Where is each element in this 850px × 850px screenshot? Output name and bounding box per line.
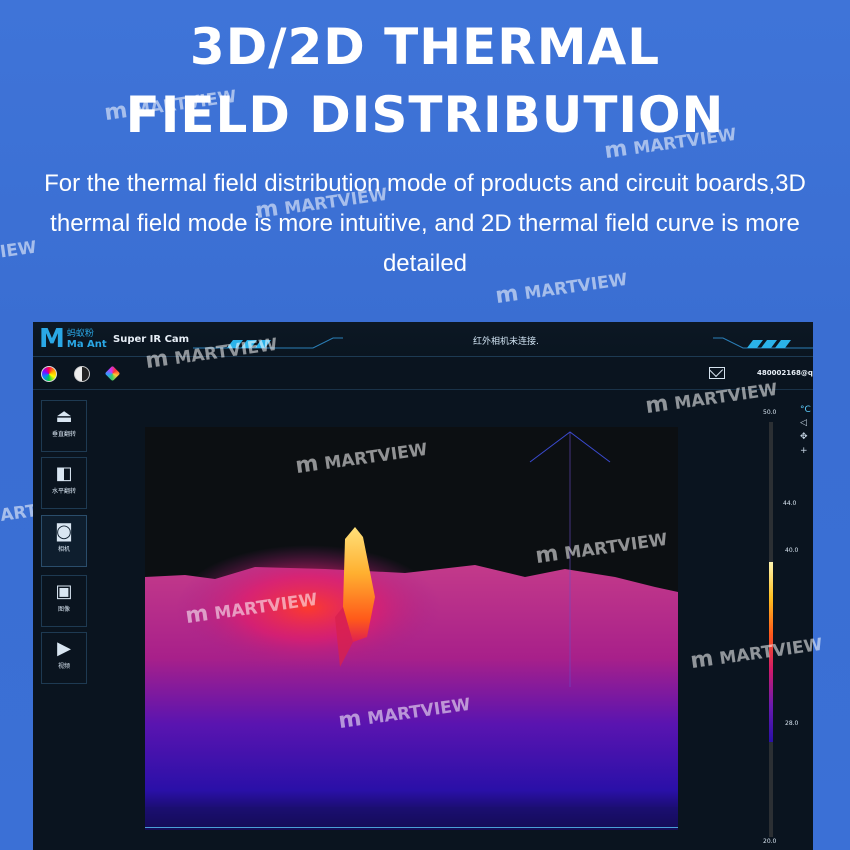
scale-marker-40: 40.0	[785, 547, 799, 554]
title-bar: M 蚂蚁粉 Ma Ant Super IR Cam 红外相机未连接.	[33, 322, 813, 357]
mail-icon[interactable]	[709, 367, 725, 379]
m-logo-icon: ⅿ	[493, 281, 521, 310]
logo-cn-text: 蚂蚁粉	[66, 328, 94, 339]
m-logo-icon: ⅿ	[602, 136, 630, 165]
app-logo: M 蚂蚁粉 Ma Ant	[39, 324, 107, 354]
sidebar-item-image[interactable]: ▣ 图像	[41, 575, 87, 627]
m-logo-icon: ⅿ	[533, 541, 561, 570]
contrast-icon[interactable]	[74, 366, 90, 382]
app-name: Super IR Cam	[113, 334, 190, 345]
sidebar-item-flip-horizontal[interactable]: ◧ 水平翻转	[41, 457, 87, 509]
scale-min-label: 20.0	[763, 838, 777, 845]
flip-horizontal-icon: ◧	[55, 463, 73, 484]
view-baseline	[145, 827, 678, 828]
hero-title-line1: 3D/2D THERMAL	[189, 18, 661, 76]
color-scale-bar	[769, 422, 773, 837]
connection-status: 红外相机未连接.	[473, 337, 539, 347]
sidebar-item-video[interactable]: ▶ 视频	[41, 632, 87, 684]
logo-en-text: Ma Ant	[66, 338, 107, 350]
ma-ant-logo-icon: M	[39, 324, 65, 354]
scale-marker-44: 44.0	[783, 500, 797, 507]
titlebar-decoration	[193, 337, 343, 349]
thermal-surface	[145, 427, 678, 830]
cursor-icon[interactable]: ◁	[800, 418, 807, 428]
color-cube-icon[interactable]	[104, 365, 121, 382]
video-icon: ▶	[57, 638, 71, 659]
sidebar-item-camera[interactable]: ◙ 相机	[41, 515, 87, 567]
sidebar-item-label: 垂直翻转	[51, 431, 76, 438]
scale-marker-28: 28.0	[785, 720, 799, 727]
sidebar-item-label: 相机	[57, 546, 70, 553]
thermal-3d-view[interactable]	[145, 427, 678, 830]
scale-max-label: 50.0	[763, 409, 777, 416]
sidebar-item-label: 图像	[57, 606, 70, 613]
m-logo-icon: ⅿ	[143, 346, 171, 375]
m-logo-icon: ⅿ	[336, 706, 364, 735]
toolbar: 480002168@qq.co	[33, 357, 813, 390]
camera-icon: ◙	[55, 521, 73, 542]
m-logo-icon: ⅿ	[183, 601, 211, 630]
image-icon: ▣	[55, 581, 73, 602]
m-logo-icon: ⅿ	[293, 451, 321, 480]
app-window: M 蚂蚁粉 Ma Ant Super IR Cam 红外相机未连接. 48000…	[33, 322, 813, 850]
m-logo-icon: ⅿ	[688, 646, 716, 675]
hero-title-line2: FIELD DISTRIBUTION	[125, 86, 725, 144]
add-icon[interactable]: +	[800, 446, 808, 456]
hero-subtitle: For the thermal field distribution mode …	[44, 170, 806, 277]
m-logo-icon: ⅿ	[643, 391, 671, 420]
move-icon[interactable]: ✥	[800, 432, 808, 442]
sidebar-item-label: 视频	[57, 663, 70, 670]
unit-celsius-button[interactable]: °C	[800, 405, 811, 415]
flip-vertical-icon: ⏏	[55, 406, 73, 427]
user-email[interactable]: 480002168@qq.co	[757, 369, 813, 377]
sidebar-item-flip-vertical[interactable]: ⏏ 垂直翻转	[41, 400, 87, 452]
titlebar-decoration-right	[713, 337, 813, 349]
m-logo-icon: ⅿ	[253, 196, 281, 225]
sidebar-item-label: 水平翻转	[51, 488, 76, 495]
color-palette-icon[interactable]	[41, 366, 57, 382]
m-logo-icon: ⅿ	[102, 98, 130, 127]
